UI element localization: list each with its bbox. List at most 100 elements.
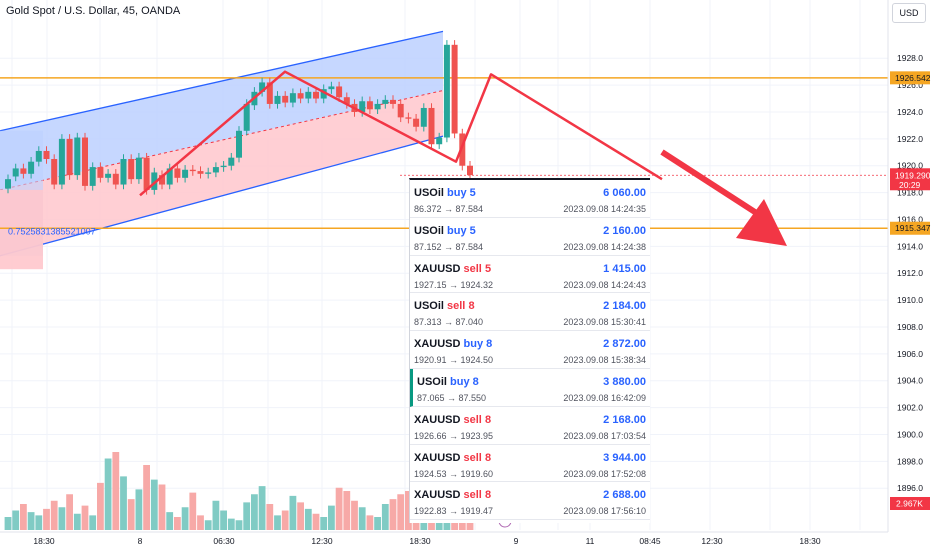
trade-symbol: USOil sell 8	[414, 300, 475, 313]
candle-body	[266, 82, 273, 104]
candle-body	[443, 44, 450, 138]
trade-time: 2023.09.08 14:24:35	[563, 204, 646, 214]
forecast-arrow-head	[736, 199, 787, 246]
trade-amount: 3 880.00	[603, 375, 646, 388]
volume-bar	[251, 494, 258, 530]
trade-time: 2023.09.08 14:24:43	[563, 279, 646, 290]
trade-time: 2023.09.08 14:24:38	[563, 241, 646, 252]
trade-row[interactable]: XAUUSD sell 8 2 168.00 1926.66 → 1923.95 20…	[410, 407, 650, 445]
price-tick-label: 1906.0	[897, 349, 923, 359]
price-tick-label: 1910.0	[897, 295, 923, 305]
candle-body	[236, 130, 242, 158]
candle-body	[151, 172, 158, 190]
candle-body	[5, 179, 11, 189]
volume-bar	[135, 489, 143, 530]
candle-body	[12, 168, 19, 177]
trade-row[interactable]: XAUUSD sell 8 2 688.00 1922.83 → 1919.47 20…	[410, 482, 650, 521]
trade-row[interactable]: XAUUSD sell 5 1 415.00 1927.15 → 1924.32 20…	[410, 256, 650, 294]
volume-bar	[81, 505, 89, 530]
volume-bar	[50, 500, 58, 530]
last-price-tag	[890, 168, 930, 191]
volume-bar	[258, 486, 266, 530]
trade-history-panel: USOil buy 5 6 060.00 86.372 → 87.584 2023.0…	[409, 178, 650, 523]
trade-time: 2023.09.08 17:52:08	[563, 468, 646, 479]
candle-body	[428, 107, 435, 145]
volume-bar	[235, 520, 243, 530]
candle-body	[197, 171, 204, 174]
price-line-tag-label: 1915.347	[895, 223, 931, 233]
price-line-tag	[890, 71, 930, 85]
volume-bar	[220, 510, 227, 530]
price-tick-label: 1898.0	[897, 456, 923, 466]
volume-bar	[104, 458, 112, 530]
trade-prices: 1927.15 → 1924.32	[414, 279, 494, 290]
regression-channel-lower	[0, 90, 443, 256]
candle-body	[467, 165, 473, 176]
time-tick-label: 9	[514, 536, 519, 546]
trade-row[interactable]: USOil buy 5 6 060.00 86.372 → 87.584 2023.0…	[410, 180, 650, 218]
volume-bar	[351, 500, 358, 530]
trade-symbol: XAUUSD sell 5	[414, 262, 492, 275]
candle-body	[189, 169, 196, 172]
trade-symbol: USOil buy 8	[417, 375, 479, 388]
volume-bar	[281, 510, 289, 530]
candle-body	[66, 138, 73, 176]
candle-body	[97, 167, 104, 178]
trade-time: 2023.09.08 16:42:09	[563, 392, 646, 403]
candle-body	[305, 91, 312, 99]
candle-body	[343, 97, 350, 104]
volume-bar	[120, 476, 127, 530]
volume-bar	[358, 507, 366, 530]
trade-row[interactable]: XAUUSD sell 8 3 944.00 1924.53 → 1919.60 20…	[410, 445, 650, 483]
candle-body	[297, 93, 304, 99]
candle-body	[120, 159, 127, 185]
price-tick-label: 1918.0	[897, 188, 923, 198]
volume-bar	[335, 487, 343, 530]
volume-bar	[366, 515, 374, 530]
price-tick-label: 1902.0	[897, 403, 923, 413]
candle-body	[390, 99, 396, 104]
volume-bar	[343, 491, 351, 530]
time-tick-label: 11	[586, 536, 595, 546]
trade-side: buy 5	[447, 187, 476, 199]
trade-symbol: USOil buy 5	[414, 187, 476, 199]
candle-body	[366, 101, 373, 110]
trade-side: sell 8	[463, 489, 492, 502]
candle-body	[105, 173, 112, 178]
candle-body	[220, 165, 227, 168]
volume-bar	[304, 508, 312, 530]
trade-time: 2023.09.08 17:56:10	[563, 506, 646, 517]
volume-bar	[204, 520, 212, 530]
trade-row[interactable]: USOil buy 8 3 880.00 87.065 → 87.550 2023.0…	[410, 368, 650, 407]
volume-bar	[174, 517, 181, 530]
volume-bar	[312, 513, 320, 530]
candle-body	[58, 138, 65, 185]
trade-row[interactable]: USOil sell 8 2 184.00 87.313 → 87.040 2023.…	[410, 293, 650, 332]
trade-amount: 6 060.00	[603, 187, 646, 199]
currency-button[interactable]: USD	[892, 3, 926, 23]
volume-bar	[20, 504, 27, 530]
candle-body	[259, 82, 266, 92]
trade-row[interactable]: XAUUSD buy 8 2 872.00 1920.91 → 1924.50 202…	[410, 331, 650, 369]
price-tick-label: 1896.0	[897, 483, 923, 493]
time-tick-label: 06:30	[213, 536, 235, 546]
time-tick-label: 18:30	[33, 536, 55, 546]
trade-amount: 2 168.00	[603, 413, 646, 426]
volume-bar	[58, 507, 66, 530]
volume-bar	[150, 479, 158, 530]
trade-symbol: USOil buy 5	[414, 224, 476, 237]
forecast-arrow-shaft	[660, 149, 760, 217]
trade-row[interactable]: USOil buy 5 2 160.00 87.152 → 87.584 2023.0…	[410, 218, 650, 256]
trade-amount: 1 415.00	[603, 262, 646, 275]
volume-bar	[43, 508, 50, 530]
price-tick-label: 1900.0	[897, 429, 923, 439]
volume-bar	[381, 504, 389, 530]
trade-amount: 3 944.00	[603, 451, 646, 464]
volume-bar	[73, 513, 81, 530]
trade-side: sell 8	[463, 413, 492, 426]
candle-body	[174, 168, 181, 178]
trade-side: sell 5	[463, 262, 492, 275]
price-tick-label: 1904.0	[897, 376, 923, 386]
volume-bar	[266, 504, 274, 530]
